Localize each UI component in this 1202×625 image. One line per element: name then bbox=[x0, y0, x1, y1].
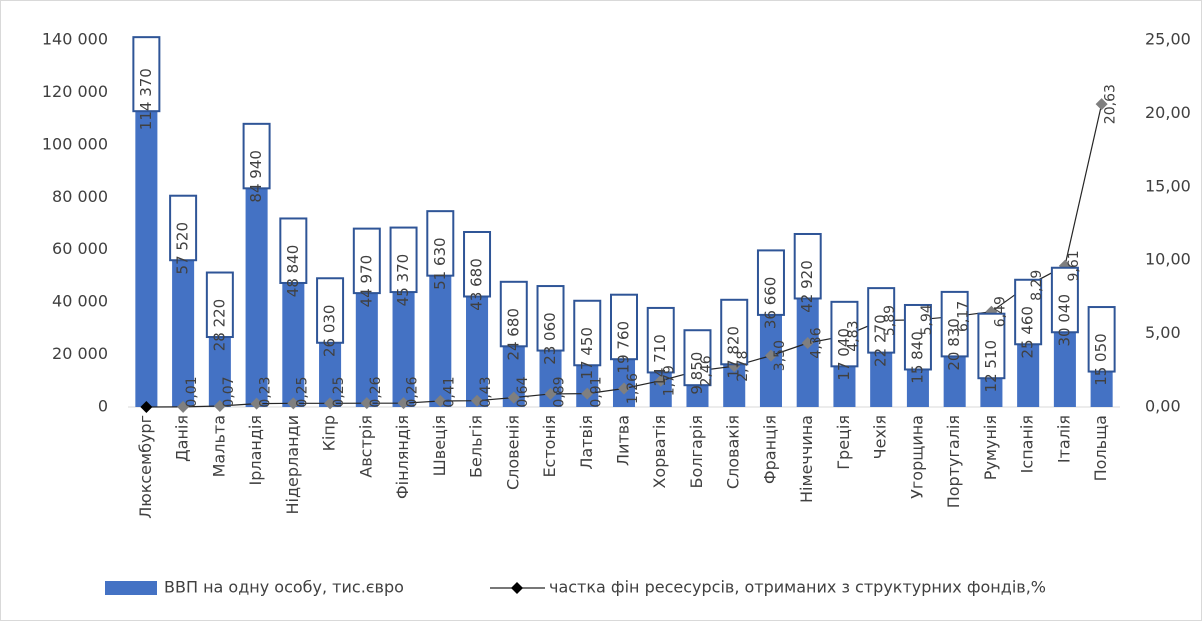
line-value-label: 5,89 bbox=[882, 305, 898, 336]
x-tick-label: Литва bbox=[614, 415, 633, 466]
line-value-label: 20,63 bbox=[1103, 84, 1119, 124]
x-tick-label: Португалія bbox=[944, 415, 963, 508]
x-tick-label: Бельгія bbox=[467, 415, 486, 478]
line-value-label: 3,50 bbox=[772, 340, 788, 371]
line-value-label: 4,36 bbox=[809, 327, 825, 358]
legend-swatch bbox=[105, 581, 157, 595]
x-tick-label: Австрія bbox=[356, 415, 375, 478]
x-tick-label: Греція bbox=[834, 415, 853, 470]
x-tick-label: Нідерланди bbox=[283, 415, 302, 515]
x-tick-label: Латвія bbox=[577, 415, 596, 470]
line-value-label: 6,49 bbox=[992, 296, 1008, 327]
line-value-label: 0,43 bbox=[478, 376, 494, 407]
line-value-label: 0,25 bbox=[331, 376, 347, 407]
x-tick-label: Естонія bbox=[540, 415, 559, 478]
line-value-label: 0,64 bbox=[515, 376, 531, 407]
line-value-label: 1,79 bbox=[662, 365, 678, 396]
line-value-label: 0,01 bbox=[184, 376, 200, 407]
bar-value-label: 26 030 bbox=[321, 305, 339, 358]
x-tick-label: Словенія bbox=[503, 415, 522, 490]
line-value-label: 2,78 bbox=[735, 351, 751, 382]
legend-label: частка фін ресесурсів, отриманих з струк… bbox=[549, 578, 1046, 597]
y-tick-label: 40 000 bbox=[52, 292, 108, 311]
x-tick-label: Франція bbox=[760, 415, 779, 484]
bar-value-label: 24 680 bbox=[504, 308, 522, 361]
y-tick-label: 100 000 bbox=[42, 134, 108, 153]
line-value-label: 0,91 bbox=[588, 376, 604, 407]
line-value-label: 4,83 bbox=[845, 321, 861, 352]
y2-tick-label: 15,00 bbox=[1145, 176, 1191, 195]
bar-value-label: 19 760 bbox=[615, 321, 633, 374]
x-tick-label: Фінляндія bbox=[393, 415, 412, 499]
line-value-label: 5,94 bbox=[919, 304, 935, 335]
x-tick-label: Німеччина bbox=[797, 415, 816, 503]
bar bbox=[135, 107, 157, 407]
bar-value-label: 45 370 bbox=[394, 254, 412, 307]
y2-tick-label: 10,00 bbox=[1145, 250, 1191, 269]
x-tick-label: Хорватія bbox=[650, 415, 669, 489]
x-tick-label: Угорщина bbox=[907, 415, 926, 499]
bar-value-label: 15 050 bbox=[1092, 333, 1110, 386]
line-value-label: 0,89 bbox=[552, 376, 568, 407]
line-value-label: 0,25 bbox=[294, 376, 310, 407]
y2-tick-label: 20,00 bbox=[1145, 103, 1191, 122]
y-tick-label: 60 000 bbox=[52, 239, 108, 258]
bar-value-label: 36 660 bbox=[761, 277, 779, 330]
line-value-label: 0,26 bbox=[405, 376, 421, 407]
x-tick-label: Ірландія bbox=[246, 415, 265, 486]
bar-value-label: 84 940 bbox=[247, 150, 265, 203]
line-value-label: 9,61 bbox=[1066, 250, 1082, 281]
bar-value-label: 17 450 bbox=[578, 327, 596, 380]
line-value-label: 2,46 bbox=[698, 355, 714, 386]
bar-value-label: 23 060 bbox=[541, 312, 559, 365]
line-value-label: 6,17 bbox=[956, 301, 972, 332]
x-tick-label: Кіпр bbox=[320, 415, 339, 451]
y-tick-label: 140 000 bbox=[42, 30, 108, 49]
line-value-label: 0,26 bbox=[368, 376, 384, 407]
y2-tick-label: 25,00 bbox=[1145, 30, 1191, 49]
bar-value-label: 43 680 bbox=[468, 258, 486, 311]
bar-value-label: 57 520 bbox=[174, 222, 192, 275]
bar-value-label: 42 920 bbox=[798, 260, 816, 313]
bar-value-label: 48 840 bbox=[284, 245, 302, 298]
line-value-label: 1,26 bbox=[625, 373, 641, 404]
bar-value-label: 30 040 bbox=[1055, 294, 1073, 347]
y2-tick-label: 5,00 bbox=[1145, 323, 1181, 342]
x-tick-label: Швеція bbox=[430, 415, 449, 476]
bar-value-label: 28 220 bbox=[210, 299, 228, 352]
x-tick-label: Румунія bbox=[981, 415, 1000, 480]
x-tick-label: Мальта bbox=[209, 415, 228, 477]
line-value-label: 0,23 bbox=[258, 376, 274, 407]
x-tick-label: Чехія bbox=[871, 415, 890, 459]
x-tick-label: Польща bbox=[1091, 415, 1110, 481]
bar-value-label: 44 970 bbox=[357, 255, 375, 308]
y-tick-label: 80 000 bbox=[52, 187, 108, 206]
x-tick-label: Словакія bbox=[724, 415, 743, 489]
bar-value-label: 51 630 bbox=[431, 237, 449, 290]
bar-value-label: 12 510 bbox=[982, 340, 1000, 393]
y-tick-label: 20 000 bbox=[52, 344, 108, 363]
bar-value-label: 25 460 bbox=[1019, 306, 1037, 359]
bar bbox=[246, 184, 268, 407]
x-tick-label: Іспанія bbox=[1018, 415, 1037, 473]
legend-label: ВВП на одну особу, тис.євро bbox=[164, 578, 404, 597]
bar-value-label: 114 370 bbox=[137, 68, 155, 130]
x-tick-label: Данія bbox=[173, 415, 192, 462]
line-value-label: 8,29 bbox=[1029, 270, 1045, 301]
x-tick-label: Болгарія bbox=[687, 415, 706, 488]
line-value-label: 0,07 bbox=[221, 376, 237, 407]
x-tick-label: Італія bbox=[1054, 415, 1073, 463]
y-tick-label: 0 bbox=[98, 397, 108, 416]
bar-value-label: 15 840 bbox=[908, 331, 926, 384]
x-tick-label: Люксембург bbox=[136, 415, 155, 519]
y-tick-label: 120 000 bbox=[42, 82, 108, 101]
y2-tick-label: 0,00 bbox=[1145, 397, 1181, 416]
line-value-label: 0,41 bbox=[441, 376, 457, 407]
